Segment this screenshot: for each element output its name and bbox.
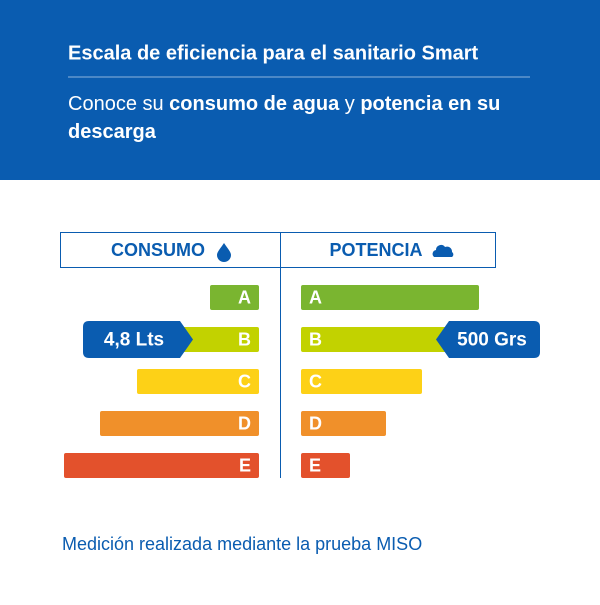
grade-label: B — [238, 329, 251, 349]
grade-label: A — [238, 287, 251, 307]
grade-label: E — [309, 455, 321, 475]
title: Escala de eficiencia para el sanitario S… — [68, 42, 479, 64]
subtitle-segment: Conoce su — [68, 93, 169, 115]
consumption-heading: CONSUMO — [111, 240, 205, 260]
grade-label: D — [238, 413, 251, 433]
power-bar — [301, 285, 479, 310]
water-drop-icon — [217, 243, 231, 262]
power-indicator — [436, 321, 540, 358]
consumption-bar — [137, 369, 259, 394]
grade-label: E — [239, 455, 251, 475]
indicator-label: 500 Grs — [457, 330, 527, 351]
header-band — [0, 0, 600, 180]
consumption-bar — [210, 285, 259, 310]
subtitle-line: descarga — [68, 121, 157, 143]
subtitle: Conoce su consumo de agua y potencia en … — [68, 93, 500, 143]
power-bar — [301, 453, 350, 478]
cloud-icon — [432, 245, 454, 257]
power-bar — [301, 327, 451, 352]
heading-box — [60, 232, 496, 268]
grade-label: C — [238, 371, 251, 391]
footer-note: Medición realizada mediante la prueba MI… — [62, 534, 422, 554]
consumption-bar — [64, 453, 259, 478]
grade-label: A — [309, 287, 322, 307]
power-heading: POTENCIA — [329, 240, 422, 260]
subtitle-line: Conoce su consumo de agua y potencia en … — [68, 93, 500, 115]
power-bar — [301, 411, 386, 436]
subtitle-segment: consumo de agua — [169, 93, 340, 115]
consumption-bar — [178, 327, 259, 352]
consumption-indicator — [83, 321, 193, 358]
grade-label: C — [309, 371, 322, 391]
consumption-bar — [100, 411, 259, 436]
power-bar — [301, 369, 422, 394]
indicator-label: 4,8 Lts — [104, 330, 164, 351]
subtitle-segment: y — [339, 93, 360, 115]
subtitle-segment: descarga — [68, 121, 157, 143]
grade-label: B — [309, 329, 322, 349]
grade-label: D — [309, 413, 322, 433]
subtitle-segment: potencia en su — [360, 93, 500, 115]
